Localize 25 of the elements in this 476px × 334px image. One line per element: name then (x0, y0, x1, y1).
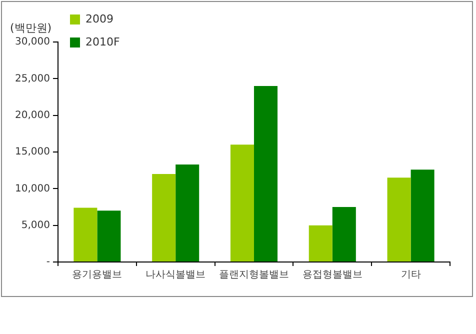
y-tick-label: - (46, 256, 50, 268)
bar (254, 86, 278, 262)
y-tick-label: 5,000 (21, 220, 50, 231)
x-tick-label: 플랜지형볼밸브 (218, 270, 289, 281)
x-tick-label: 나사식볼밸브 (146, 270, 206, 281)
legend-label: 2009 (85, 12, 114, 26)
y-tick-label: 15,000 (14, 146, 50, 158)
y-tick-label: 25,000 (14, 73, 50, 84)
bar (230, 144, 254, 262)
bar (308, 225, 332, 262)
bar (74, 208, 98, 262)
x-tick-label: 기타 (400, 270, 421, 281)
y-axis-title: (백만원) (10, 21, 52, 34)
legend-label: 2010F (85, 35, 120, 48)
y-tick-label: 30,000 (14, 36, 50, 48)
bar (332, 207, 356, 262)
bar (97, 210, 121, 262)
y-tick-label: 10,000 (14, 183, 50, 194)
bar (152, 174, 176, 262)
bar (387, 178, 411, 262)
y-tick-label: 20,000 (14, 110, 50, 121)
bar (176, 164, 200, 262)
x-tick-label: 용접형볼밸브 (302, 270, 362, 281)
x-tick-label: 용기용밸브 (72, 270, 122, 281)
bar (410, 170, 434, 262)
